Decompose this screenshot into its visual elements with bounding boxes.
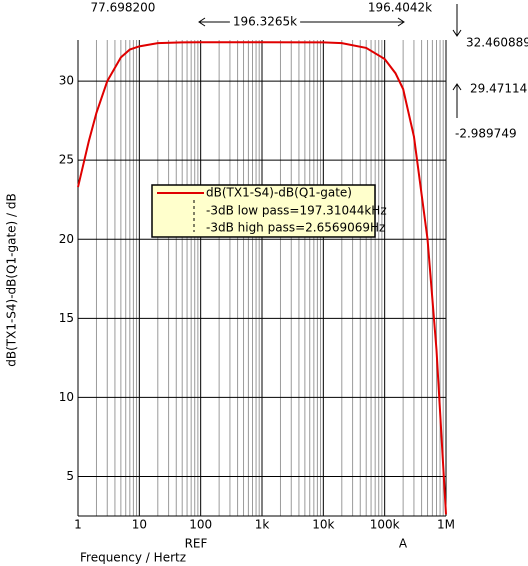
x-tick-label: 1M [437, 518, 455, 532]
x-tick-label: 1k [255, 518, 270, 532]
series-line [77, 41, 447, 515]
annotation: 196.4042k [368, 1, 432, 15]
y-tick-label: 30 [59, 74, 74, 88]
x-tick-label: 10 [132, 518, 147, 532]
annotation: -2.989749 [455, 127, 517, 141]
annotation: 29.471140 [470, 82, 528, 96]
x-axis-label: Frequency / Hertz [80, 551, 186, 565]
x-tick-label: 100 [189, 518, 212, 532]
y-axis-label: dB(TX1-S4)-dB(Q1-gate) / dB [5, 193, 19, 367]
legend-note: -3dB high pass=2.6569069Hz [206, 221, 385, 235]
x-tick-label: 1 [74, 518, 82, 532]
annotation: REF [185, 537, 208, 551]
annotation: 77.698200 [91, 1, 156, 15]
y-tick-label: 15 [59, 311, 74, 325]
y-tick-label: 25 [59, 153, 74, 167]
y-tick-label: 20 [59, 232, 74, 246]
x-tick-label: 10k [312, 518, 334, 532]
legend-label: dB(TX1-S4)-dB(Q1-gate) [206, 186, 352, 200]
annotation: 196.3265k [233, 15, 297, 29]
annotation-bg [229, 14, 301, 30]
annotation: A [399, 537, 408, 551]
x-tick-label: 100k [370, 518, 400, 532]
legend-note: -3dB low pass=197.31044kHz [206, 204, 387, 218]
y-tick-label: 5 [66, 469, 74, 483]
y-tick-label: 10 [59, 390, 74, 404]
annotation: 32.460889 [466, 36, 528, 50]
